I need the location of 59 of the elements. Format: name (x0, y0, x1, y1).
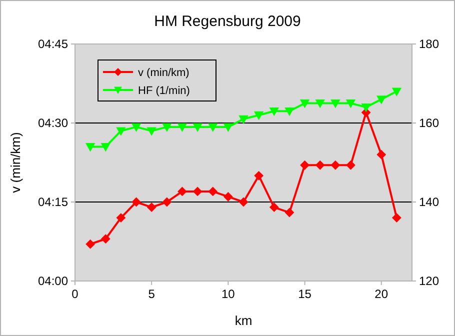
x-tick-label: 5 (148, 287, 156, 301)
point (86, 240, 95, 249)
point (147, 202, 156, 212)
point (270, 107, 279, 116)
point (316, 160, 325, 170)
point (147, 127, 156, 136)
point (224, 123, 233, 132)
x-tick-label: 15 (298, 287, 312, 301)
x-tick-label: 0 (72, 287, 79, 301)
x-tick-label: 20 (374, 287, 388, 301)
point (300, 160, 310, 170)
point (193, 123, 202, 132)
point (178, 123, 187, 132)
point (132, 123, 141, 132)
point (376, 150, 386, 160)
y-axis-title: v (min/km) (8, 132, 23, 193)
point (284, 107, 294, 116)
point (208, 186, 218, 196)
point (284, 208, 294, 218)
legend-label: v (min/km) (138, 67, 190, 79)
point (239, 198, 248, 206)
point (101, 234, 110, 244)
point (116, 213, 126, 222)
point (86, 143, 95, 152)
legend-label: HF (1/min) (138, 85, 190, 97)
point (116, 127, 126, 136)
point (270, 202, 279, 212)
point (330, 100, 340, 108)
point (376, 96, 386, 104)
point (101, 143, 110, 152)
point (193, 186, 202, 196)
y2-tick-label: 140 (419, 195, 440, 209)
point (224, 192, 233, 202)
point (208, 123, 218, 132)
point (392, 88, 402, 96)
point (132, 198, 141, 206)
point (362, 104, 371, 112)
y-tick-label: 04:15 (38, 195, 68, 209)
point (330, 160, 340, 170)
point (162, 123, 172, 132)
x-axis-title: km (234, 313, 252, 328)
point (254, 171, 264, 180)
point (162, 198, 172, 206)
point (392, 213, 402, 222)
y-tick-label: 04:30 (38, 116, 68, 130)
point (254, 111, 264, 120)
x-tick-label: 10 (222, 287, 236, 301)
y2-tick-label: 180 (419, 37, 440, 51)
point (239, 115, 248, 124)
point (316, 100, 325, 108)
point (346, 160, 356, 170)
y2-tick-label: 120 (419, 274, 440, 288)
y-tick-label: 04:45 (38, 37, 68, 51)
y-tick-label: 04:00 (38, 274, 68, 288)
chart-title: HM Regensburg 2009 (154, 13, 301, 30)
point (178, 186, 187, 196)
point (300, 100, 310, 108)
point (346, 100, 356, 108)
y2-tick-label: 160 (419, 116, 440, 130)
